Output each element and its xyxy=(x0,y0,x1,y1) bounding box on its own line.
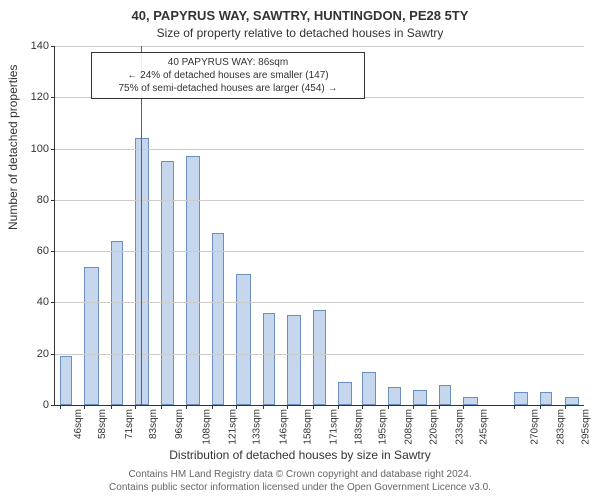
histogram-bar xyxy=(287,315,301,405)
histogram-bar xyxy=(84,267,98,405)
histogram-bar xyxy=(236,274,250,405)
y-tick-mark xyxy=(51,149,55,150)
x-tick-mark xyxy=(362,405,363,409)
x-tick-label: 245sqm xyxy=(479,409,490,445)
x-tick-label: 121sqm xyxy=(228,409,239,445)
x-tick-label: 158sqm xyxy=(303,409,314,445)
x-tick-mark xyxy=(388,405,389,409)
x-tick-label: 295sqm xyxy=(580,409,591,445)
histogram-bar xyxy=(263,313,275,405)
histogram-bar xyxy=(540,392,552,405)
x-tick-label: 208sqm xyxy=(404,409,415,445)
y-tick-mark xyxy=(51,97,55,98)
x-tick-mark xyxy=(111,405,112,409)
y-tick-mark xyxy=(51,46,55,47)
footer-attribution: Contains HM Land Registry data © Crown c… xyxy=(0,469,600,494)
histogram-bar xyxy=(388,387,400,405)
annotation-line: 40 PAPYRUS WAY: 86sqm xyxy=(98,56,358,69)
histogram-bar xyxy=(413,390,427,405)
y-tick-label: 100 xyxy=(31,143,49,155)
x-tick-label: 171sqm xyxy=(329,409,340,445)
y-tick-label: 20 xyxy=(37,348,49,360)
grid-line xyxy=(55,200,584,201)
x-axis-label: Distribution of detached houses by size … xyxy=(0,448,600,462)
x-tick-label: 96sqm xyxy=(174,409,185,439)
y-tick-label: 60 xyxy=(37,245,49,257)
x-tick-label: 220sqm xyxy=(428,409,439,445)
x-tick-mark xyxy=(84,405,85,409)
histogram-bar xyxy=(514,392,528,405)
histogram-bar xyxy=(135,138,149,405)
x-tick-label: 146sqm xyxy=(278,409,289,445)
x-tick-mark xyxy=(161,405,162,409)
x-tick-label: 283sqm xyxy=(556,409,567,445)
plot-area: 02040608010012014046sqm58sqm71sqm83sqm96… xyxy=(54,46,584,406)
y-tick-mark xyxy=(51,405,55,406)
annotation-box: 40 PAPYRUS WAY: 86sqm← 24% of detached h… xyxy=(91,52,365,99)
x-tick-mark xyxy=(186,405,187,409)
x-tick-mark xyxy=(439,405,440,409)
y-tick-label: 140 xyxy=(31,40,49,52)
y-tick-label: 80 xyxy=(37,194,49,206)
annotation-line: 75% of semi-detached houses are larger (… xyxy=(98,82,358,95)
histogram-bar xyxy=(439,385,451,406)
x-tick-label: 46sqm xyxy=(73,409,84,439)
property-marker-line xyxy=(141,46,142,405)
histogram-bar xyxy=(212,233,224,405)
histogram-bar xyxy=(565,397,579,405)
bars-container xyxy=(55,46,584,405)
grid-line xyxy=(55,251,584,252)
grid-line xyxy=(55,302,584,303)
y-tick-label: 40 xyxy=(37,296,49,308)
histogram-bar xyxy=(186,156,200,405)
x-tick-mark xyxy=(540,405,541,409)
histogram-bar xyxy=(60,356,72,405)
x-tick-mark xyxy=(263,405,264,409)
chart-subtitle: Size of property relative to detached ho… xyxy=(0,26,600,40)
y-tick-mark xyxy=(51,200,55,201)
x-tick-mark xyxy=(236,405,237,409)
annotation-line: ← 24% of detached houses are smaller (14… xyxy=(98,69,358,82)
x-tick-mark xyxy=(135,405,136,409)
x-tick-mark xyxy=(413,405,414,409)
y-tick-mark xyxy=(51,354,55,355)
x-tick-mark xyxy=(514,405,515,409)
x-tick-label: 133sqm xyxy=(252,409,263,445)
histogram-bar xyxy=(463,397,477,405)
x-tick-label: 195sqm xyxy=(378,409,389,445)
x-tick-label: 71sqm xyxy=(124,409,135,439)
x-tick-label: 58sqm xyxy=(97,409,108,439)
x-tick-mark xyxy=(565,405,566,409)
x-tick-label: 183sqm xyxy=(353,409,364,445)
x-tick-mark xyxy=(463,405,464,409)
x-tick-mark xyxy=(313,405,314,409)
y-tick-mark xyxy=(51,302,55,303)
y-tick-label: 0 xyxy=(43,399,49,411)
grid-line xyxy=(55,149,584,150)
histogram-bar xyxy=(338,382,352,405)
x-tick-mark xyxy=(338,405,339,409)
histogram-bar xyxy=(362,372,376,405)
histogram-bar xyxy=(111,241,123,405)
x-tick-label: 83sqm xyxy=(148,409,159,439)
histogram-bar xyxy=(161,161,173,405)
y-tick-mark xyxy=(51,251,55,252)
histogram-chart: 40, PAPYRUS WAY, SAWTRY, HUNTINGDON, PE2… xyxy=(0,0,600,500)
histogram-bar xyxy=(313,310,325,405)
y-tick-label: 120 xyxy=(31,91,49,103)
x-tick-mark xyxy=(212,405,213,409)
x-tick-mark xyxy=(287,405,288,409)
x-tick-label: 108sqm xyxy=(201,409,212,445)
footer-line-1: Contains HM Land Registry data © Crown c… xyxy=(0,469,600,482)
chart-title: 40, PAPYRUS WAY, SAWTRY, HUNTINGDON, PE2… xyxy=(0,8,600,23)
x-tick-label: 270sqm xyxy=(530,409,541,445)
footer-line-2: Contains public sector information licen… xyxy=(0,482,600,495)
grid-line xyxy=(55,46,584,47)
x-tick-label: 233sqm xyxy=(455,409,466,445)
y-axis-label: Number of detached properties xyxy=(6,65,20,230)
grid-line xyxy=(55,354,584,355)
x-tick-mark xyxy=(60,405,61,409)
